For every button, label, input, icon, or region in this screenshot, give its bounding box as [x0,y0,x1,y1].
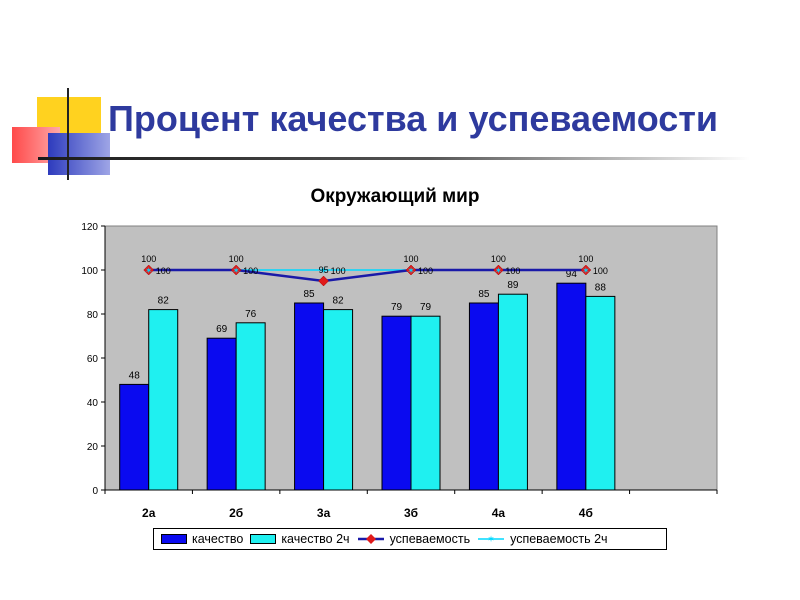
line-data-label-uspevaemost-2ch: 100 [418,266,433,276]
line-data-label-uspevaemost: 100 [141,254,156,264]
bar-kachestvo-2ch [148,309,179,491]
y-tick-label: 80 [87,310,99,321]
bar-data-label: 89 [507,280,519,291]
marker-uspevaemost-2ch: ✶ [407,267,415,277]
marker-uspevaemost-2ch: ✶ [582,267,590,277]
marker-uspevaemost [493,264,504,276]
y-tick-label: 100 [81,266,98,277]
x-tick-label: 2а [142,506,156,520]
line-data-label-uspevaemost: 100 [578,254,593,264]
bar-kachestvo-2ch [235,322,266,491]
y-tick-label: 40 [87,398,99,409]
chart-legend: качество качество 2ч успеваемость ✶ успе… [153,528,667,550]
bar-data-label: 85 [304,289,316,300]
x-tick-label: 4б [579,506,593,520]
bar-data-label: 48 [129,370,141,381]
legend-label-uspevaemost-2ch: успеваемость 2ч [510,532,608,546]
marker-uspevaemost [143,264,155,276]
slide-title: Процент качества и успеваемости [108,98,719,139]
marker-uspevaemost-2ch: ✶ [320,267,328,277]
x-tick-label: 4а [492,506,506,520]
bar-data-label: 88 [595,282,607,293]
legend-label-kachestvo: качество [192,532,244,546]
bar-data-label: 79 [391,302,403,313]
bar-data-label: 76 [245,309,257,320]
legend-item-uspevaemost-2ch: ✶ успеваемость 2ч [477,532,608,546]
bar-kachestvo [206,337,237,491]
line-uspevaemost [148,268,586,283]
decor-vertical-line [67,88,69,180]
x-tick-label: 3а [317,506,331,520]
marker-uspevaemost-2ch: ✶ [495,267,503,277]
bar-kachestvo [556,282,587,491]
y-tick-label: 20 [87,442,99,453]
line-data-label-uspevaemost: 100 [229,254,244,264]
legend-swatch-kachestvo-2ch [250,534,277,544]
bar-kachestvo [381,315,412,491]
marker-uspevaemost-2ch: ✶ [232,267,240,277]
line-data-label-uspevaemost: 100 [491,254,506,264]
marker-uspevaemost [580,264,592,276]
y-tick-label: 60 [87,354,99,365]
marker-uspevaemost-2ch: ✶ [145,267,153,277]
svg-text:✶: ✶ [487,534,495,544]
bar-data-label: 82 [333,296,345,307]
bar-kachestvo [294,302,325,491]
line-data-label-uspevaemost-2ch: 100 [331,266,346,276]
x-tick-label: 3б [404,506,418,520]
chart-title: Окружающий мир [310,186,480,207]
legend-item-kachestvo: качество [161,532,243,546]
bar-kachestvo [468,302,499,491]
line-data-label-uspevaemost-2ch: 100 [156,266,171,276]
bar-kachestvo-2ch [410,315,441,491]
bar-data-label: 79 [420,302,432,313]
bar-data-label: 94 [566,269,578,280]
legend-label-kachestvo-2ch: качество 2ч [281,532,350,546]
legend-label-uspevaemost: успеваемость [389,532,471,546]
bar-data-label: 82 [158,296,170,307]
marker-uspevaemost [405,264,417,276]
y-tick-label: 0 [92,486,98,497]
bar-kachestvo-2ch [323,309,354,491]
x-tick-label: 2б [229,506,243,520]
legend-item-uspevaemost: успеваемость [357,532,471,546]
legend-line-uspevaemost [357,534,384,544]
legend-item-kachestvo-2ch: качество 2ч [250,532,350,546]
bar-kachestvo-2ch [497,293,528,491]
line-data-label-uspevaemost-2ch: 100 [593,266,608,276]
marker-uspevaemost [318,275,329,287]
line-data-label-uspevaemost: 95 [319,265,329,275]
title-underline [38,157,750,160]
legend-line-uspevaemost-2ch: ✶ [478,534,505,544]
line-data-label-uspevaemost-2ch: 100 [505,266,520,276]
bar-data-label: 69 [216,324,228,335]
line-data-label-uspevaemost: 100 [403,254,418,264]
bar-kachestvo [119,383,150,491]
y-tick-label: 120 [81,222,98,233]
line-data-label-uspevaemost-2ch: 100 [243,266,258,276]
bar-kachestvo-2ch [585,295,616,491]
legend-swatch-kachestvo [161,534,187,544]
bar-data-label: 85 [478,289,490,300]
decor-blue-square [48,133,110,175]
marker-uspevaemost [230,264,242,276]
